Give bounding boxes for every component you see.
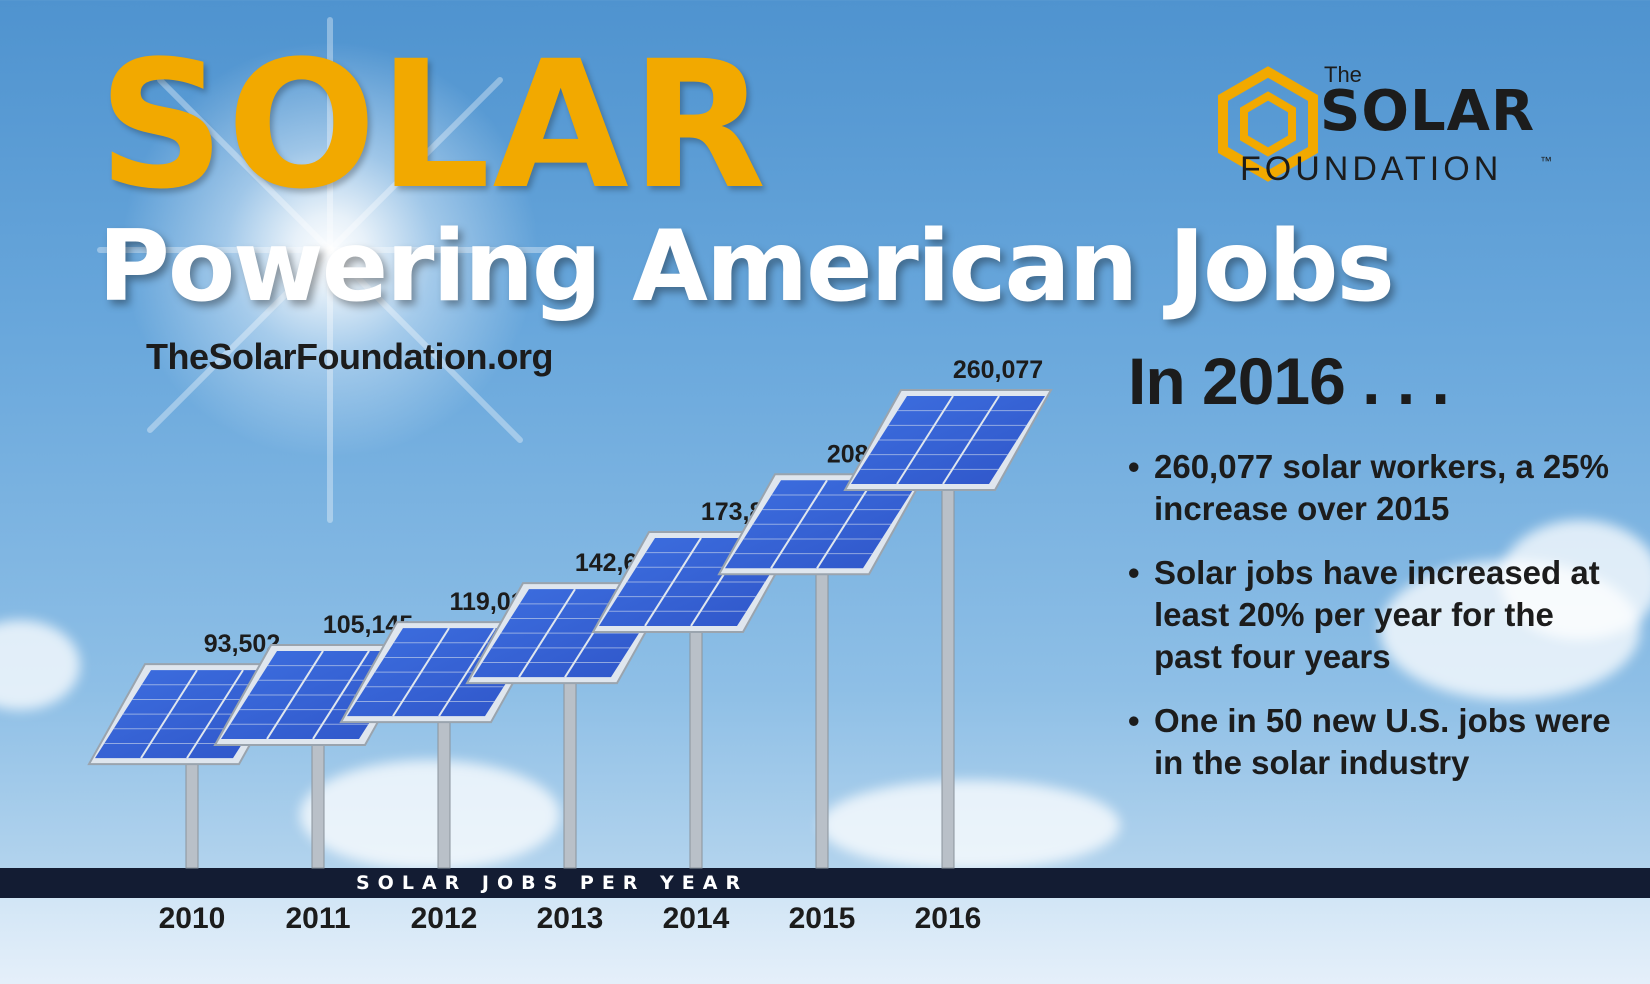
x-tick-label: 2013: [537, 902, 604, 935]
logo-foundation-text: FOUNDATION: [1240, 150, 1503, 188]
bar-pole: [311, 734, 325, 869]
cloud: [1500, 520, 1650, 640]
logo-trademark: ™: [1540, 154, 1552, 168]
chart-bar: 260,077 2016: [843, 356, 1053, 935]
summary-bullet: • 260,077 solar workers, a 25% increase o…: [1128, 446, 1628, 530]
bar-pole: [185, 753, 199, 869]
bullet-text: Solar jobs have increased at least 20% p…: [1154, 554, 1600, 675]
x-tick-label: 2015: [789, 902, 856, 935]
solar-foundation-logo: The SOLAR FOUNDATION ™: [1210, 62, 1570, 202]
hexagon-logo-icon: [1218, 66, 1318, 182]
x-tick-label: 2012: [411, 902, 478, 935]
bar-value-label: 260,077: [953, 356, 1043, 384]
x-tick-label: 2010: [159, 902, 226, 935]
ground-strip: [0, 898, 1650, 984]
bar-pole: [563, 672, 577, 869]
bullet-dot: •: [1128, 702, 1140, 739]
summary-bullets: • 260,077 solar workers, a 25% increase o…: [1128, 446, 1628, 806]
website-url: TheSolarFoundation.org: [146, 336, 553, 377]
bullet-dot: •: [1128, 554, 1140, 591]
bar-pole: [437, 711, 451, 869]
sun-glow: [120, 40, 540, 460]
page-subtitle: Powering American Jobs: [98, 210, 1395, 324]
sun-rays: [97, 17, 563, 523]
bar-pole: [815, 563, 829, 869]
summary-heading: In 2016 . . .: [1128, 344, 1450, 418]
axis-band: [0, 868, 1650, 898]
summary-bullet: • Solar jobs have increased at least 20% …: [1128, 552, 1628, 678]
bullet-text: 260,077 solar workers, a 25% increase ov…: [1154, 448, 1609, 527]
bar-pole: [689, 621, 703, 869]
cloud: [820, 780, 1120, 870]
x-tick-label: 2011: [285, 902, 350, 935]
x-axis-label: SOLAR JOBS PER YEAR: [356, 872, 749, 894]
bullet-text: One in 50 new U.S. jobs were in the sola…: [1154, 702, 1611, 781]
logo-solar-text: SOLAR: [1320, 79, 1536, 144]
logo-the-text: The: [1324, 62, 1362, 87]
bar-pole: [941, 479, 955, 869]
page-title: SOLAR: [98, 23, 769, 228]
x-tick-label: 2016: [915, 902, 982, 935]
summary-bullet: • One in 50 new U.S. jobs were in the sol…: [1128, 700, 1628, 784]
x-tick-label: 2014: [663, 902, 730, 935]
cloud: [300, 760, 560, 870]
bullet-dot: •: [1128, 448, 1140, 485]
